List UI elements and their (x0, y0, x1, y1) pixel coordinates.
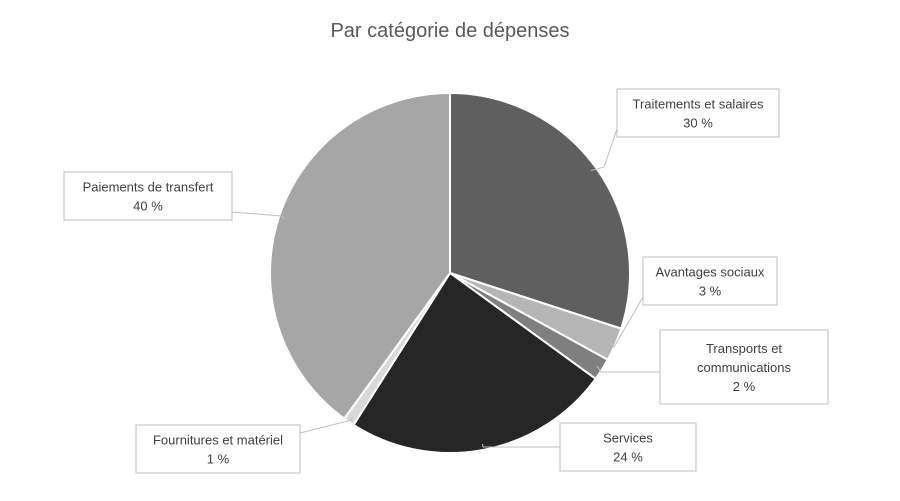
slice-name-label: Services (603, 431, 653, 446)
slice-value-label: 1 % (207, 452, 230, 467)
slice-value-label: 30 % (683, 116, 713, 131)
slice-name-label: Traitements et salaires (632, 97, 764, 112)
callout-box (616, 88, 780, 138)
slice-value-label: 2 % (733, 379, 756, 394)
slice-name-label: Avantages sociaux (656, 265, 765, 280)
slice-name-label: Paiements de transfert (83, 180, 214, 195)
callout-transports-et-communications: Transports et communications 2 % (596, 329, 829, 405)
callout-avantages-sociaux: Avantages sociaux 3 % (609, 256, 778, 348)
slice-value-label: 40 % (133, 199, 163, 214)
slice-name-label: Transports et (706, 341, 782, 356)
leader-line (482, 443, 560, 448)
pie-slice-paiements-de-transfert (269, 91, 451, 421)
leader-line (590, 128, 618, 172)
pie-slice-traitements-et-salaires (449, 91, 631, 330)
data-label-callouts: Traitements et salaires 30 % Avantages soc… (63, 88, 829, 474)
chart-title: Par catégorie de dépenses (330, 20, 569, 42)
callout-fournitures-et-materiel: Fournitures et matériel 1 % (135, 416, 353, 474)
leader-line (299, 416, 353, 434)
pie-slices (269, 91, 631, 454)
pie-slice-services (352, 271, 598, 454)
callout-box (559, 422, 697, 472)
leader-line (231, 211, 285, 220)
callout-box (659, 329, 829, 405)
callout-box (63, 171, 233, 221)
callout-traitements-et-salaires: Traitements et salaires 30 % (590, 88, 780, 172)
leader-line (596, 365, 660, 373)
slice-name-label: Fournitures et matériel (153, 433, 283, 448)
callout-box (135, 424, 301, 474)
slice-value-label: 3 % (699, 284, 722, 299)
callout-box (642, 256, 778, 306)
leader-line (609, 296, 644, 348)
callout-paiements-de-transfert: Paiements de transfert 40 % (63, 171, 285, 221)
callout-services: Services 24 % (482, 422, 697, 472)
slice-name-label: communications (697, 360, 791, 375)
slice-value-label: 24 % (613, 450, 643, 465)
